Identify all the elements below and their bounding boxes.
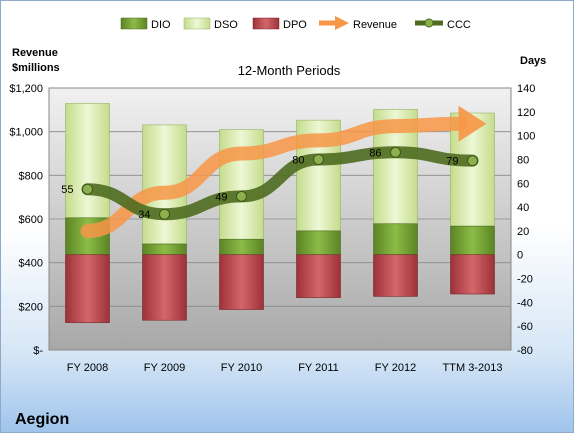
legend-label-dso: DSO — [214, 19, 238, 31]
bar-dpo — [373, 254, 418, 297]
legend-swatch-ccc — [415, 18, 443, 28]
right-tick-label: -60 — [517, 321, 533, 333]
left-tick-label: $400 — [19, 258, 43, 270]
left-tick-label: $800 — [19, 170, 43, 182]
chart-title: 12-Month Periods — [238, 63, 341, 78]
revenue-arrowhead — [458, 105, 487, 142]
ccc-line — [81, 146, 479, 221]
bar-dpo — [142, 254, 187, 321]
right-tick-label: 20 — [517, 226, 529, 238]
bar-dso — [65, 103, 110, 219]
left-tick-label: $1,200 — [9, 83, 43, 95]
legend: DIO DSO DPO Revenue CCC — [120, 16, 471, 31]
x-tick-label: TTM 3-2013 — [443, 362, 503, 374]
right-tick-label: -40 — [517, 297, 533, 309]
left-tick-label: $600 — [19, 214, 43, 226]
legend-swatch-dpo — [252, 17, 280, 30]
right-tick-label: 100 — [517, 131, 535, 143]
right-tick-label: 60 — [517, 178, 529, 190]
ccc-data-label: 55 — [61, 184, 73, 196]
right-tick-label: 80 — [517, 154, 529, 166]
x-tick-label: FY 2008 — [67, 362, 108, 374]
bar-dpo — [219, 254, 264, 310]
right-tick-label: 0 — [517, 250, 523, 262]
legend-label-revenue: Revenue — [353, 19, 397, 31]
right-tick-label: 120 — [517, 107, 535, 119]
legend-swatch-revenue — [319, 16, 349, 30]
left-axis-ticks: $- $200 $400 $600 $800 $1,000 $1,200 — [9, 83, 43, 357]
right-tick-label: -80 — [517, 345, 533, 357]
left-tick-label: $200 — [19, 301, 43, 313]
left-axis-label-line2: $millions — [12, 62, 60, 74]
data-labels: 55 34 49 80 86 79 — [61, 147, 458, 221]
revenue-arrow — [80, 105, 487, 238]
bar-dio — [373, 223, 418, 256]
legend-label-dpo: DPO — [283, 19, 307, 31]
ccc-point — [159, 208, 170, 220]
legend-label-dio: DIO — [151, 19, 171, 31]
x-tick-label: FY 2009 — [144, 362, 185, 374]
right-axis-ticks: -80 -60 -40 -20 0 20 40 60 80 100 120 140 — [517, 83, 535, 357]
ccc-data-label: 49 — [215, 191, 227, 203]
bar-dpo — [296, 254, 341, 298]
bar-dio — [296, 230, 341, 256]
ccc-point — [390, 146, 401, 158]
x-tick-label: FY 2010 — [221, 362, 262, 374]
ccc-data-label: 86 — [369, 147, 381, 159]
ccc-data-label: 80 — [292, 154, 304, 166]
legend-swatch-dio — [120, 17, 148, 30]
bar-dpo — [450, 254, 495, 295]
legend-swatch-dso — [183, 17, 211, 30]
left-tick-label: $- — [33, 345, 43, 357]
ccc-path — [81, 146, 479, 221]
right-tick-label: -20 — [517, 274, 533, 286]
ccc-point — [313, 153, 324, 165]
ccc-point — [236, 190, 247, 202]
ccc-data-label: 79 — [446, 156, 458, 168]
x-tick-label: FY 2011 — [298, 362, 339, 374]
revenue-line — [80, 116, 468, 238]
bar-dio — [219, 238, 264, 256]
right-axis-label: Days — [520, 55, 546, 67]
right-tick-label: 140 — [517, 83, 535, 95]
right-tick-label: 40 — [517, 202, 529, 214]
ccc-point — [82, 183, 93, 195]
x-tick-label: FY 2012 — [375, 362, 416, 374]
bar-dpo — [65, 254, 110, 323]
left-tick-label: $1,000 — [9, 127, 43, 139]
ccc-data-label: 34 — [138, 209, 150, 221]
company-name: Aegion — [15, 411, 69, 428]
x-axis-ticks: FY 2008 FY 2009 FY 2010 FY 2011 FY 2012 TTM 3… — [67, 362, 503, 374]
legend-label-ccc: CCC — [447, 19, 471, 31]
ccc-point — [467, 155, 478, 167]
left-axis-label-line1: Revenue — [12, 47, 58, 59]
bar-dio — [450, 225, 495, 256]
bar-dio — [142, 243, 187, 256]
